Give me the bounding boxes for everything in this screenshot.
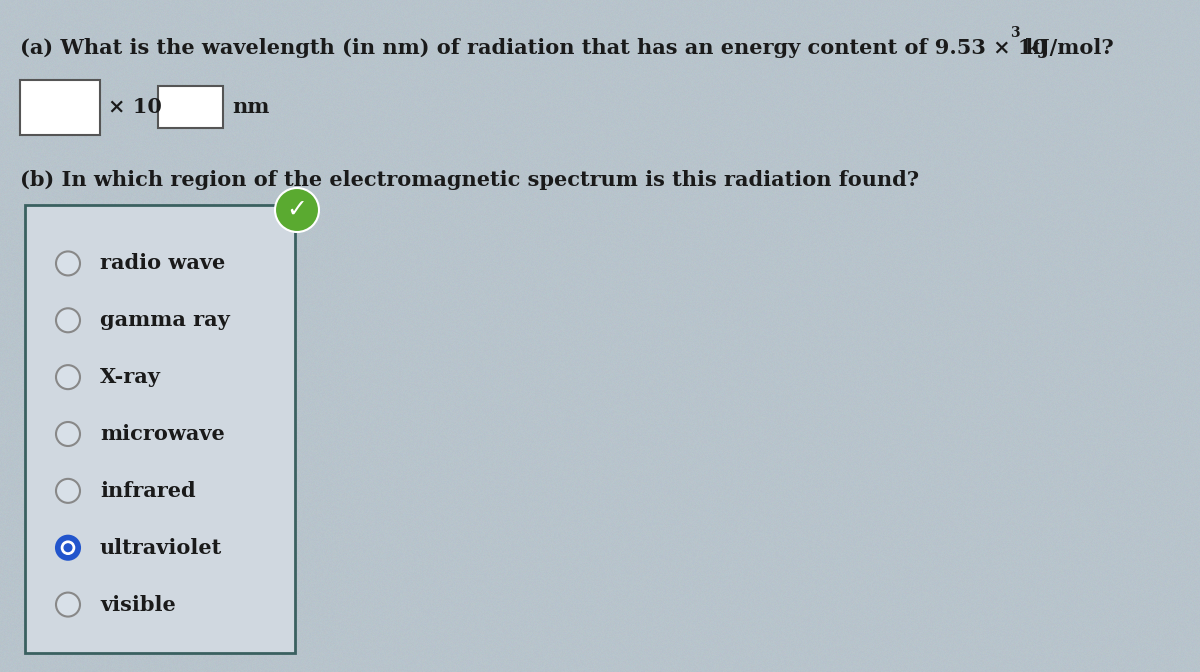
Text: nm: nm: [232, 97, 269, 117]
Text: (a) What is the wavelength (in nm) of radiation that has an energy content of 9.: (a) What is the wavelength (in nm) of ra…: [20, 38, 1046, 58]
Circle shape: [56, 251, 80, 276]
Text: ✓: ✓: [287, 198, 307, 222]
Text: infrared: infrared: [100, 481, 196, 501]
Text: × 10: × 10: [108, 97, 162, 117]
Circle shape: [56, 422, 80, 446]
Text: X-ray: X-ray: [100, 367, 161, 387]
Text: ultraviolet: ultraviolet: [100, 538, 222, 558]
Circle shape: [56, 593, 80, 617]
FancyBboxPatch shape: [25, 205, 295, 653]
Circle shape: [61, 541, 74, 554]
Circle shape: [275, 188, 319, 232]
Circle shape: [56, 479, 80, 503]
Text: microwave: microwave: [100, 424, 224, 444]
Circle shape: [64, 544, 72, 552]
Text: visible: visible: [100, 595, 175, 615]
Text: kJ/mol?: kJ/mol?: [1018, 38, 1114, 58]
Circle shape: [56, 365, 80, 389]
Text: 3: 3: [1010, 26, 1020, 40]
FancyBboxPatch shape: [20, 80, 100, 135]
Text: (b) In which region of the electromagnetic spectrum is this radiation found?: (b) In which region of the electromagnet…: [20, 170, 919, 190]
Text: gamma ray: gamma ray: [100, 310, 229, 330]
Circle shape: [56, 536, 80, 560]
FancyBboxPatch shape: [158, 86, 223, 128]
Circle shape: [56, 308, 80, 332]
Text: radio wave: radio wave: [100, 253, 226, 274]
